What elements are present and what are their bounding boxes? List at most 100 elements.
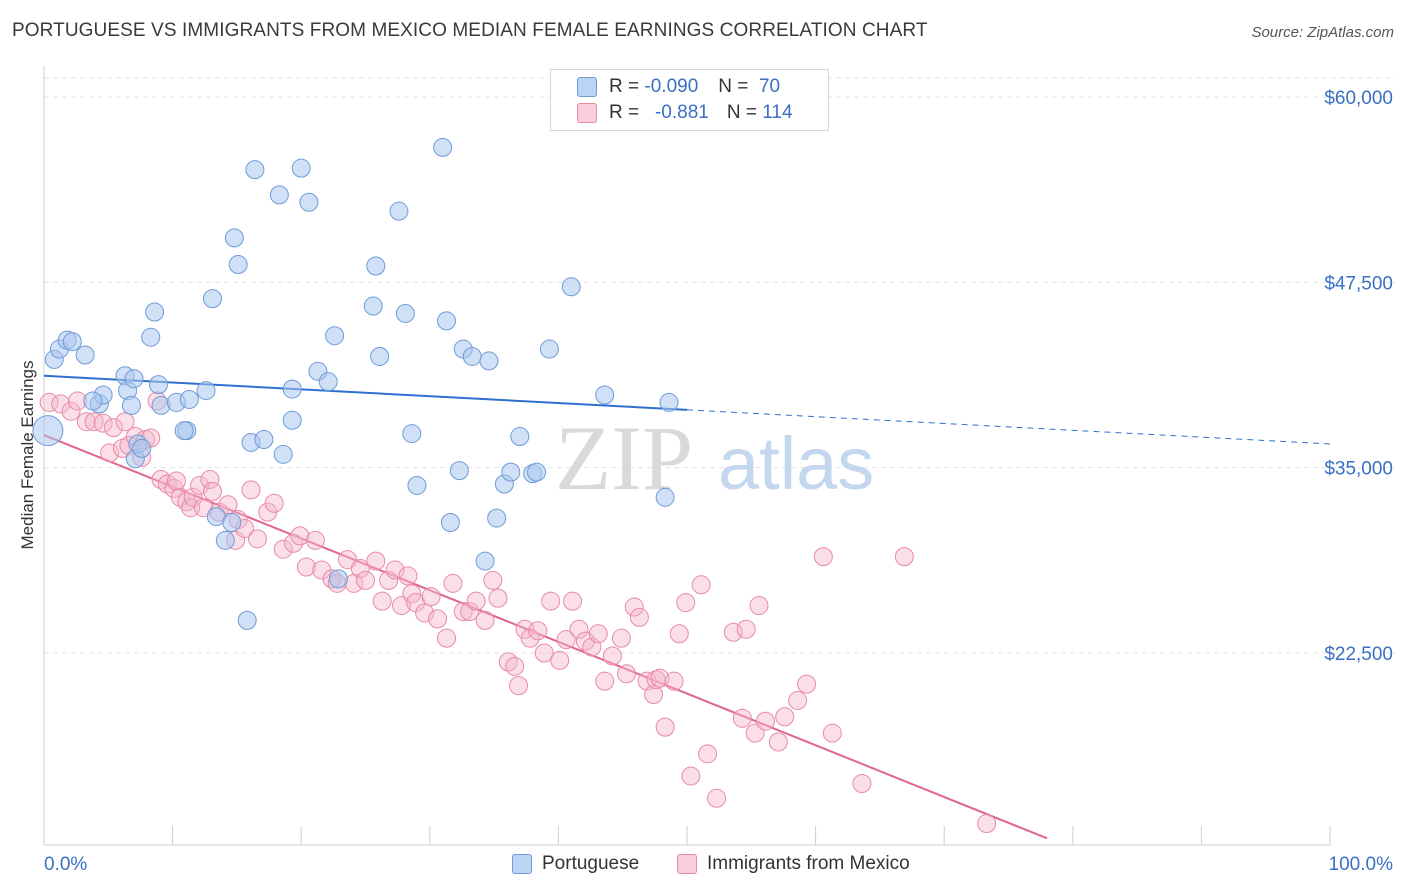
point-portuguese — [389, 201, 409, 221]
point-mexico — [617, 664, 637, 684]
point-portuguese — [325, 326, 345, 346]
point-portuguese — [269, 185, 289, 205]
point-mexico — [61, 401, 81, 421]
point-portuguese — [224, 228, 244, 248]
point-portuguese — [433, 137, 453, 157]
data-points — [32, 137, 997, 834]
point-mexico — [283, 533, 303, 553]
y-tick-label: $22,500 — [1324, 644, 1393, 665]
point-mexico — [509, 676, 529, 696]
watermark: ZIP atlas — [555, 407, 874, 509]
point-portuguese — [141, 327, 161, 347]
point-portuguese — [479, 351, 499, 371]
point-mexico — [664, 671, 684, 691]
point-mexico — [650, 668, 670, 688]
source-label: Source: ZipAtlas.com — [1251, 24, 1394, 41]
point-portuguese — [202, 289, 222, 309]
point-mexico — [595, 671, 615, 691]
point-mexico — [103, 418, 123, 438]
point-portuguese — [215, 530, 235, 550]
point-mexico — [443, 573, 463, 593]
point-portuguese — [196, 381, 216, 401]
legend-row-mexico: R = -0.881 N = 114 — [577, 101, 793, 125]
point-mexico — [421, 587, 441, 607]
x-tick-label: 0.0% — [44, 854, 87, 875]
point-portuguese — [124, 369, 144, 389]
point-mexico — [190, 475, 210, 495]
point-portuguese — [437, 311, 457, 331]
grid-lines — [44, 77, 1395, 654]
point-mexico — [241, 480, 261, 500]
point-portuguese — [62, 332, 82, 352]
point-portuguese — [222, 513, 242, 533]
point-portuguese — [501, 462, 521, 482]
point-mexico — [788, 690, 808, 710]
point-portuguese — [273, 444, 293, 464]
axes — [43, 66, 1331, 846]
point-mexico — [569, 619, 589, 639]
point-portuguese — [132, 438, 152, 458]
point-portuguese — [561, 277, 581, 297]
point-mexico — [305, 530, 325, 550]
point-mexico — [749, 596, 769, 616]
point-portuguese — [121, 395, 141, 415]
point-portuguese — [363, 296, 383, 316]
point-mexico — [166, 471, 186, 491]
point-mexico — [100, 443, 120, 463]
point-portuguese — [32, 415, 64, 447]
bottom-legend-mexico: Immigrants from Mexico — [677, 852, 910, 876]
correlation-legend: R = -0.090 N = 70 R = -0.881 N = 114 — [550, 69, 829, 131]
point-portuguese — [237, 610, 257, 630]
point-mexico — [611, 628, 631, 648]
point-mexico — [115, 412, 135, 432]
point-mexico — [356, 570, 375, 590]
point-portuguese — [174, 421, 194, 441]
legend-n-label: N = — [726, 102, 757, 123]
legend-n-value: 114 — [762, 102, 793, 123]
legend-n-label: N = — [718, 76, 749, 97]
point-portuguese — [148, 375, 168, 395]
point-portuguese — [145, 302, 165, 322]
y-axis-label: Median Female Earnings — [18, 360, 37, 550]
legend-swatch-mexico — [577, 103, 597, 123]
point-mexico — [460, 601, 480, 621]
bottom-legend-label: Portuguese — [542, 853, 640, 874]
legend-swatch-portuguese — [577, 77, 597, 97]
point-mexico — [644, 685, 664, 705]
point-portuguese — [282, 379, 302, 399]
point-mexico — [852, 773, 872, 793]
point-mexico — [200, 470, 220, 490]
point-mexico — [698, 744, 718, 764]
point-portuguese — [595, 385, 615, 405]
point-mexico — [366, 551, 386, 571]
chart-title: PORTUGUESE VS IMMIGRANTS FROM MEXICO MED… — [12, 20, 928, 41]
point-mexico — [894, 547, 914, 567]
point-portuguese — [655, 487, 675, 507]
point-portuguese — [527, 462, 547, 482]
bottom-legend-swatch — [512, 854, 532, 874]
point-portuguese — [370, 346, 390, 366]
point-portuguese — [449, 461, 469, 481]
point-portuguese — [407, 475, 427, 495]
x-tick-label: 100.0% — [1329, 854, 1394, 875]
point-mexico — [736, 619, 756, 639]
point-mexico — [428, 609, 448, 629]
x-tick-labels: 0.0% 100.0% — [44, 854, 1393, 875]
point-mexico — [264, 493, 284, 513]
point-mexico — [350, 558, 370, 578]
point-mexico — [534, 643, 554, 663]
point-mexico — [520, 628, 540, 648]
legend-row-portuguese: R = -0.090 N = 70 — [577, 75, 780, 99]
point-mexico — [563, 591, 583, 611]
point-mexico — [691, 575, 711, 595]
point-mexico — [398, 566, 418, 586]
point-mexico — [755, 711, 775, 731]
point-mexico — [415, 603, 435, 623]
point-mexico — [437, 628, 457, 648]
point-mexico — [588, 624, 608, 644]
point-mexico — [218, 495, 238, 515]
point-mexico — [977, 814, 997, 834]
trend-line-extension — [686, 409, 1331, 445]
point-portuguese — [83, 391, 103, 411]
point-portuguese — [475, 551, 495, 571]
